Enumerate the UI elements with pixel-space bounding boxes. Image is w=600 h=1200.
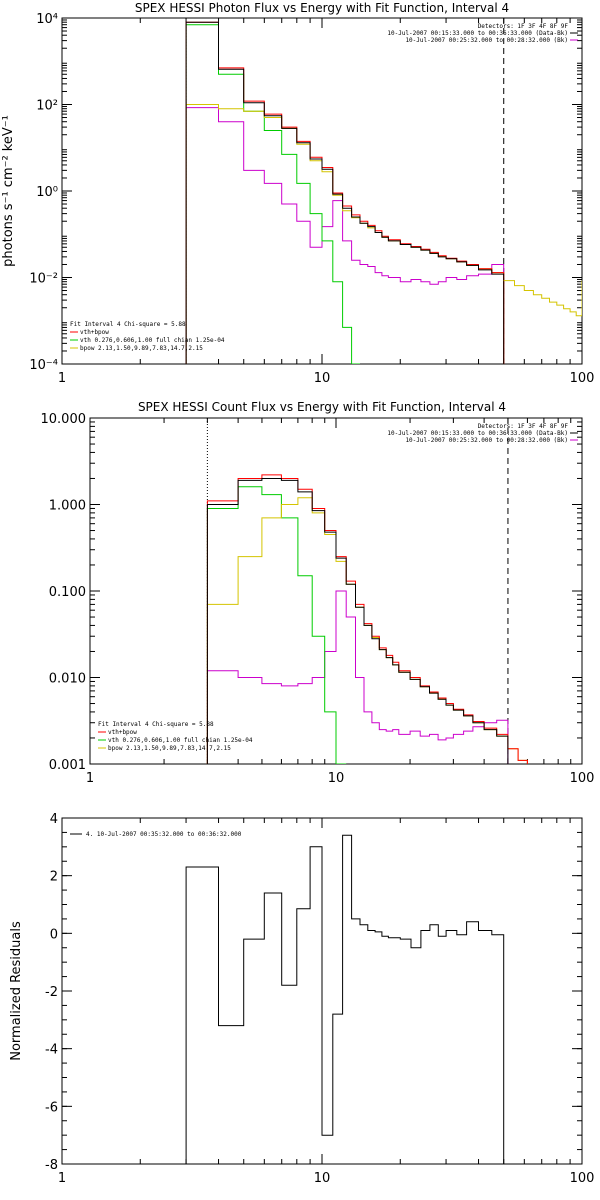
y-tick-label: 0 <box>50 927 58 942</box>
series-data-line <box>185 834 505 1164</box>
series-data-line <box>206 478 509 764</box>
legend-entry: 10-Jul-2007 00:15:33.000 to 00:36:33.000… <box>387 30 568 37</box>
photon-flux-panel: SPEX HESSI Photon Flux vs Energy with Fi… <box>1 1 594 386</box>
series-bk-line <box>185 107 505 364</box>
y-tick-label: 4 <box>50 812 58 827</box>
x-tick-label: 1 <box>58 371 66 386</box>
x-tick-label: 10 <box>314 371 331 386</box>
y-tick-label: 10.000 <box>41 412 87 427</box>
legend-entry: vth 0.276,0.606,1.00 full chian 1.25e-04 <box>80 337 225 344</box>
y-tick-label: 10⁴ <box>36 12 58 27</box>
y-tick-label: 1.000 <box>49 499 86 514</box>
legend-entry: Fit Interval 4 Chi-square = 5.88 <box>98 721 214 728</box>
y-tick-label: 0.100 <box>49 585 86 600</box>
x-tick-label: 100 <box>570 1171 595 1186</box>
x-tick-label: 100 <box>570 771 595 786</box>
legend-entry: vth+bpow <box>80 329 109 336</box>
series-group <box>206 418 528 764</box>
series-bpow-line <box>185 104 505 364</box>
legend-entry: bpow 2.13,1.50,9.89,7.83,14.7,2.15 <box>108 745 231 752</box>
y-tick-label: 0.010 <box>49 672 86 687</box>
series-bpow-tail-line <box>503 280 582 317</box>
x-tick-label: 10 <box>328 771 345 786</box>
y-tick-label: -8 <box>45 1158 58 1173</box>
legend-entry: Fit Interval 4 Chi-square = 5.88 <box>70 321 186 328</box>
legend-entry: vth+bpow <box>108 729 137 736</box>
legend-entry: Detectors: 1F 3F 4F 8F 9F <box>478 23 569 30</box>
series-group <box>185 18 582 364</box>
x-tick-label: 10 <box>314 1171 331 1186</box>
count-flux-title: SPEX HESSI Count Flux vs Energy with Fit… <box>138 400 506 414</box>
series-vth-line <box>206 486 347 764</box>
y-tick-label: 10² <box>36 99 58 114</box>
y-tick-label: -2 <box>45 985 58 1000</box>
residuals-panel: 1 10 100 -8 -6 -4 -2 0 2 4 Normalized Residuals 4. … <box>9 812 594 1186</box>
legend-entry: 4. 10-Jul-2007 00:35:32.000 to 00:36:32.… <box>86 831 242 838</box>
count-flux-panel: SPEX HESSI Count Flux vs Energy with Fit… <box>41 400 595 786</box>
series-data-line <box>185 21 505 364</box>
x-tick-label: 100 <box>570 371 595 386</box>
series-total-line <box>185 21 505 364</box>
photon-flux-plot-area: 1 10 100 10⁻⁴ 10⁻² 10⁰ 10² 10⁴ photons s⁻¹ cm⁻² … <box>1 12 594 386</box>
series-total-line <box>206 474 528 764</box>
x-tick-label: 1 <box>86 771 94 786</box>
y-tick-label: -6 <box>45 1100 58 1115</box>
series-bpow-line <box>206 497 528 764</box>
photon-flux-title: SPEX HESSI Photon Flux vs Energy with Fi… <box>135 1 509 15</box>
y-axis-label: photons s⁻¹ cm⁻² keV⁻¹ <box>1 115 16 267</box>
legend-entry: Detectors: 1F 3F 4F 8F 9F <box>478 423 569 430</box>
legend-entry: vth 0.276,0.606,1.00 full chian 1.25e-04 <box>108 737 253 744</box>
y-tick-label: 2 <box>50 870 58 885</box>
legend-entry: bpow 2.13,1.50,9.89,7.83,14.7,2.15 <box>80 345 203 352</box>
residuals-plot-area: 1 10 100 -8 -6 -4 -2 0 2 4 Normalized Residuals 4. … <box>9 812 594 1186</box>
legend-entry: 10-Jul-2007 00:15:33.000 to 00:36:33.000… <box>387 430 568 437</box>
y-tick-label: 10⁻⁴ <box>29 358 58 373</box>
y-tick-label: 0.001 <box>49 758 86 773</box>
series-vth-line <box>185 24 360 364</box>
series-group <box>185 834 505 1164</box>
x-tick-label: 1 <box>58 1171 66 1186</box>
y-tick-label: -4 <box>45 1043 58 1058</box>
series-bk-line <box>206 590 509 764</box>
y-tick-label: 10⁰ <box>36 185 58 200</box>
y-tick-label: 10⁻² <box>29 272 58 287</box>
legend-entry: 10-Jul-2007 00:25:32.000 to 00:28:32.000… <box>405 437 568 444</box>
count-flux-plot-area: 1 10 100 0.001 0.010 0.100 1.000 10.000 Detector… <box>41 412 595 786</box>
y-axis-label: Normalized Residuals <box>9 921 24 1061</box>
legend-entry: 10-Jul-2007 00:25:32.000 to 00:28:32.000… <box>405 37 568 44</box>
